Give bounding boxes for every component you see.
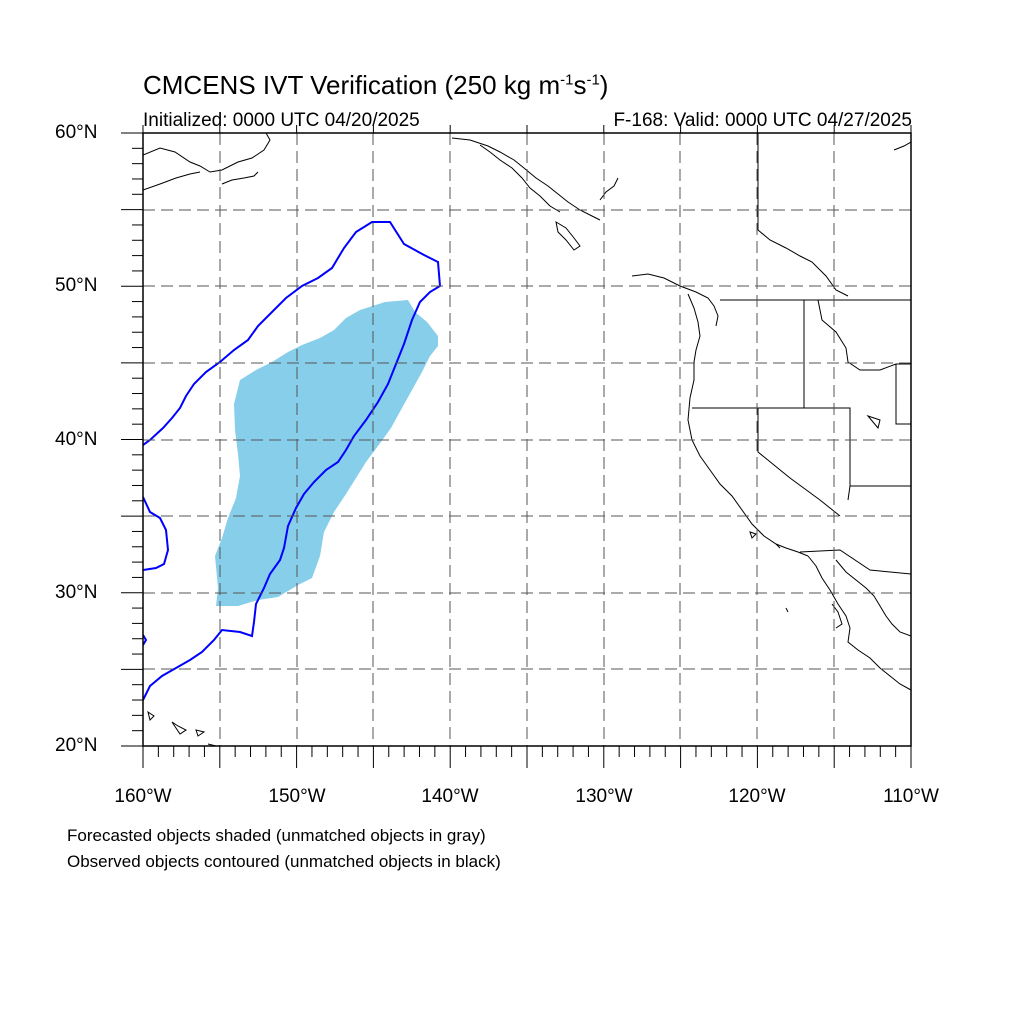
- lat-label-30n: 30°N: [55, 582, 98, 603]
- lon-label-110w: 110°W: [883, 786, 939, 807]
- footer-forecast-note: Forecasted objects shaded (unmatched obj…: [67, 826, 486, 845]
- axis-ticks: [121, 125, 912, 768]
- forecast-object: [215, 300, 438, 606]
- footer-observed-note: Observed objects contoured (unmatched ob…: [67, 852, 501, 871]
- observed-contour-west: [143, 496, 170, 571]
- lat-label-20n: 20°N: [55, 735, 98, 756]
- valid-time: F-168: Valid: 0000 UTC 04/27/2025: [613, 110, 912, 131]
- lon-label-130w: 130°W: [575, 786, 633, 807]
- chart-title: CMCENS IVT Verification (250 kg m-1s-1): [143, 70, 609, 100]
- lon-label-140w: 140°W: [421, 786, 479, 807]
- lon-label-150w: 150°W: [268, 786, 326, 807]
- lat-label-50n: 50°N: [55, 275, 98, 296]
- lon-label-120w: 120°W: [728, 786, 786, 807]
- gridlines: [143, 133, 911, 746]
- observed-contour-southwest: [143, 634, 148, 646]
- lat-label-60n: 60°N: [55, 122, 98, 143]
- lat-label-40n: 40°N: [55, 429, 98, 450]
- initialized-time: Initialized: 0000 UTC 04/20/2025: [143, 110, 420, 131]
- observed-contour: [143, 221, 442, 701]
- coastlines: [143, 133, 911, 746]
- lon-label-160w: 160°W: [114, 786, 172, 807]
